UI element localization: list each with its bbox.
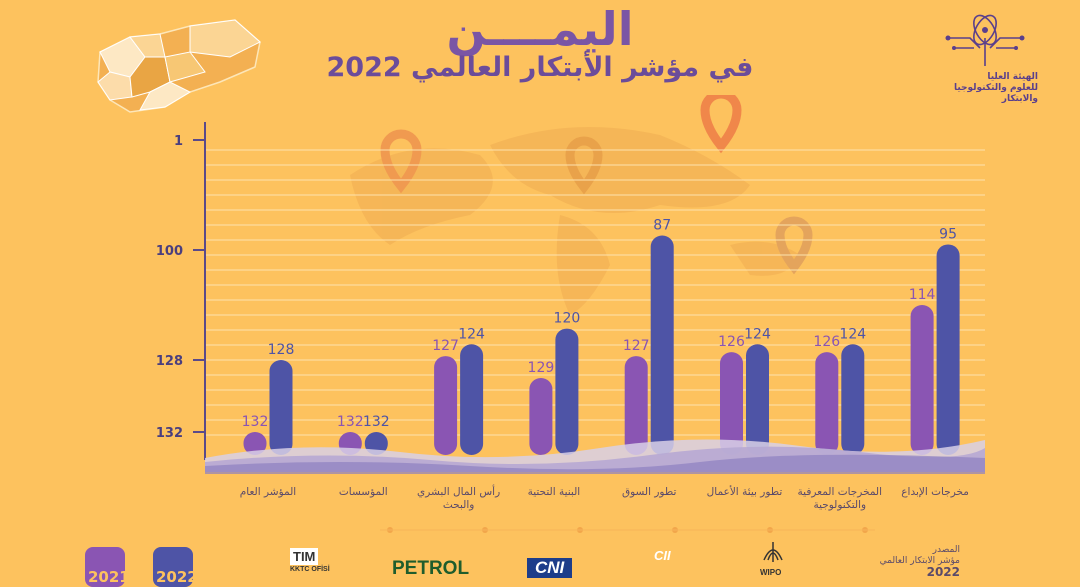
category-label: مخرجات الإبداع bbox=[901, 486, 969, 498]
tim-logo: TIM KKTC OFİSİ bbox=[290, 548, 330, 573]
page-subtitle: في مؤشر الأبتكار العالمي 2022 bbox=[326, 52, 754, 83]
bar-2022-2 bbox=[460, 344, 484, 455]
y-tick-label: 1 bbox=[174, 134, 183, 149]
data-label-2022-4: 87 bbox=[653, 218, 671, 234]
category-label: البنية التحتية bbox=[527, 486, 581, 498]
bar-2022-4 bbox=[650, 235, 674, 455]
data-label-2021-0: 132 bbox=[242, 414, 269, 430]
category-label: المؤسسات bbox=[338, 486, 388, 498]
cni-logo: CNI bbox=[527, 558, 573, 578]
data-label-2022-1: 132 bbox=[363, 414, 390, 430]
data-label-2022-0: 128 bbox=[268, 342, 295, 358]
data-label-2022-3: 120 bbox=[554, 311, 581, 327]
y-tick-label: 132 bbox=[156, 426, 183, 441]
data-label-2021-2: 127 bbox=[432, 338, 459, 354]
category-label: تطور السوق bbox=[621, 486, 677, 498]
data-label-2022-2: 124 bbox=[458, 326, 485, 342]
data-label-2021-3: 129 bbox=[528, 360, 555, 376]
data-label-2021-5: 126 bbox=[718, 334, 745, 350]
bar-2021-0 bbox=[243, 432, 267, 455]
bar-2022-3 bbox=[555, 328, 579, 455]
source-note: المصدر مؤشر الابتكار العالمي 2022 bbox=[879, 545, 960, 579]
bar-2021-4 bbox=[624, 356, 648, 455]
organization-logo-icon bbox=[945, 14, 1025, 66]
bar-2021-3 bbox=[529, 378, 553, 455]
legend-2022-label: 2022 bbox=[156, 568, 198, 586]
bar-2022-6 bbox=[841, 344, 865, 455]
bar-2022-5 bbox=[746, 344, 769, 455]
bar-2022-7 bbox=[936, 244, 960, 455]
bar-2021-5 bbox=[720, 352, 743, 455]
data-label-2021-6: 126 bbox=[813, 334, 840, 350]
bar-2021-6 bbox=[815, 352, 839, 455]
data-label-2022-7: 95 bbox=[939, 226, 957, 242]
yemen-map-icon bbox=[97, 19, 261, 113]
bar-2022-0 bbox=[269, 360, 293, 455]
data-label-2022-5: 124 bbox=[744, 326, 771, 342]
organization-name: الهيئة العليا للعلوم والتكنولوجيا والابت… bbox=[953, 72, 1038, 104]
bar-2021-7 bbox=[910, 305, 934, 455]
wipo-emblem-icon bbox=[763, 542, 783, 562]
data-label-2022-6: 124 bbox=[839, 326, 866, 342]
data-label-2021-7: 114 bbox=[909, 287, 936, 303]
data-label-2021-4: 127 bbox=[623, 338, 650, 354]
y-tick-label: 100 bbox=[156, 244, 183, 259]
wipo-logo: WIPO bbox=[760, 538, 786, 577]
category-label: المؤشر العام bbox=[239, 486, 297, 498]
cii-logo: CII bbox=[654, 548, 671, 563]
page-title: اليمــــن bbox=[446, 2, 634, 56]
petrol-logo: PETROL bbox=[392, 558, 470, 579]
y-tick-label: 128 bbox=[156, 354, 183, 369]
bar-2021-2 bbox=[434, 356, 458, 455]
category-label: تطور بيئة الأعمال bbox=[706, 486, 783, 498]
legend-2021-label: 2021 bbox=[88, 568, 130, 586]
base-wave-front bbox=[205, 454, 985, 474]
category-label: رأس المال البشري والبحث bbox=[417, 486, 501, 511]
category-label: المخرجات المعرفية والتكنولوجية bbox=[797, 486, 883, 511]
data-label-2021-1: 132 bbox=[337, 414, 364, 430]
